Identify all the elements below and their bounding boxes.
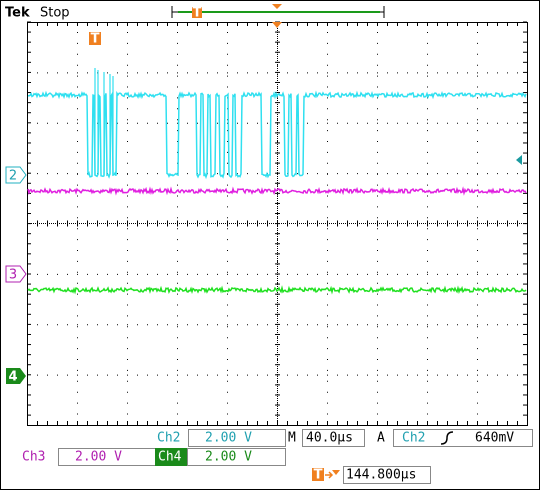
ch2-trace <box>27 90 527 180</box>
ch2-label: Ch2 <box>157 431 180 446</box>
ch3-marker-label: 3 <box>9 268 17 283</box>
timebase-box <box>302 429 365 447</box>
ch4-trace <box>27 285 527 295</box>
ch2-marker <box>5 166 27 184</box>
ch4-scale: 2.00 V <box>205 450 252 465</box>
ch2-marker-label: 2 <box>9 169 17 184</box>
trigger-level: 640mV <box>475 431 514 446</box>
ch3-label: Ch3 <box>22 450 45 465</box>
trigger-icon <box>89 32 101 45</box>
trigger-pos-icon <box>312 468 324 481</box>
waveforms <box>27 68 527 295</box>
rising-edge-icon <box>440 431 454 445</box>
trigger-box <box>393 429 533 447</box>
trigger-mode: A <box>377 431 385 446</box>
ch4-marker <box>6 368 26 384</box>
trigger-pos-icon-label: T <box>314 468 323 483</box>
ch4-label-box <box>155 448 187 466</box>
ch3-trace <box>27 186 527 196</box>
ch4-marker-label: 4 <box>8 370 17 385</box>
trigger-pos-box <box>343 466 431 484</box>
record-bar: T <box>171 4 385 21</box>
trigger-position <box>272 22 282 28</box>
trigger-source: Ch2 <box>402 431 425 446</box>
record-trigger-marker: T <box>193 6 202 21</box>
ch2-scale-box <box>188 429 286 447</box>
timebase: 40.0µs <box>306 431 353 446</box>
ch4-scale-box <box>187 448 286 466</box>
status: Stop <box>40 6 70 21</box>
ch3-marker <box>5 265 27 283</box>
trigger-level <box>516 155 522 165</box>
arrow <box>325 471 334 479</box>
ch3-scale: 2.00 V <box>75 450 122 465</box>
ch2-scale: 2.00 V <box>205 431 252 446</box>
trigger-icon-label: T <box>91 32 100 47</box>
graticule <box>27 21 528 426</box>
ch4-label: Ch4 <box>158 450 182 465</box>
brand: Tek <box>5 6 30 21</box>
timebase-label: M <box>288 431 296 446</box>
trigger-position: 144.800µs <box>346 468 416 483</box>
trigger-pos-down <box>332 470 340 475</box>
